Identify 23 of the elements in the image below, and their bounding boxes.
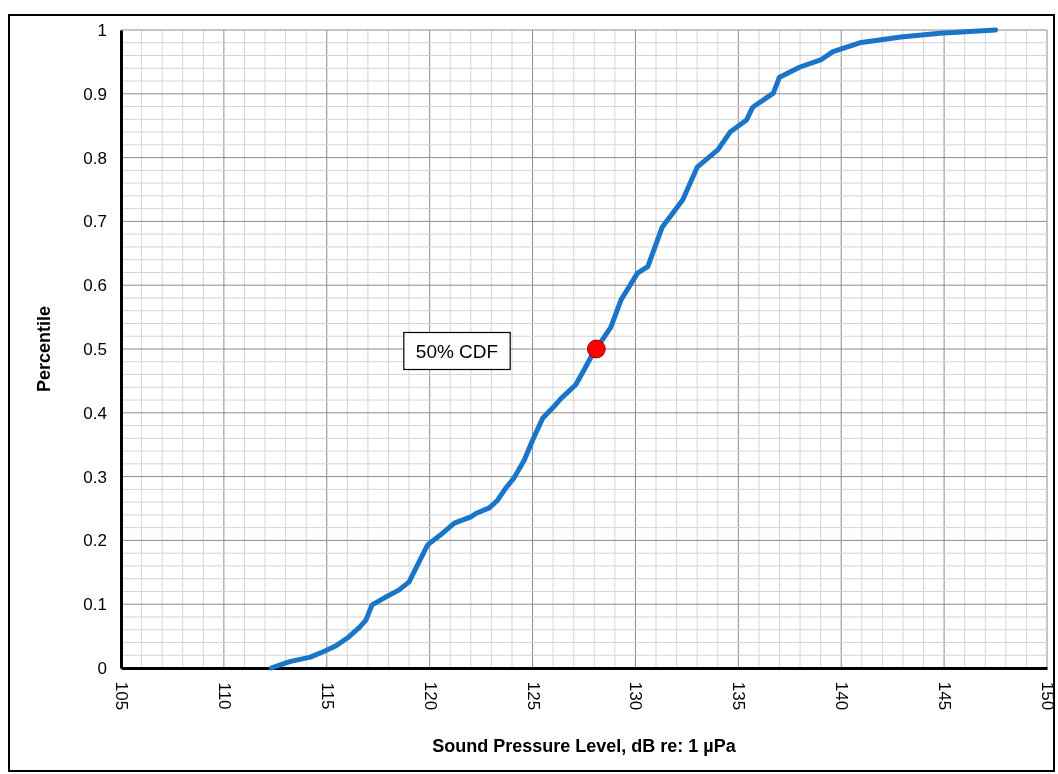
y-tick-label: 0.2 [83, 531, 107, 551]
y-tick-label: 0 [97, 658, 107, 678]
y-tick-label: 0.6 [83, 276, 107, 296]
y-tick-label: 0.5 [83, 339, 107, 359]
x-tick-label: 105 [112, 681, 131, 711]
y-tick-label: 0.4 [83, 403, 107, 423]
y-tick-label: 0.1 [83, 595, 107, 615]
x-axis-title: Sound Pressure Level, dB re: 1 µPa [432, 736, 737, 756]
y-tick-label: 0.3 [83, 467, 107, 487]
x-tick-label: 110 [214, 682, 234, 710]
x-tick-label: 140 [832, 681, 852, 711]
x-tick-label: 125 [523, 681, 543, 711]
y-tick-label: 1 [97, 20, 107, 40]
x-tick-label: 135 [729, 681, 749, 711]
x-tick-label: 145 [935, 681, 955, 711]
x-tick-label: 120 [420, 681, 440, 711]
y-tick-label: 0.9 [83, 84, 107, 104]
x-tick-label: 115 [317, 682, 337, 710]
y-tick-label: 0.7 [83, 212, 107, 232]
y-axis-title: Percentile [34, 305, 54, 393]
y-tick-label: 0.8 [83, 148, 107, 168]
x-tick-label: 130 [626, 681, 646, 711]
annotation: 50% CDF [415, 340, 499, 362]
